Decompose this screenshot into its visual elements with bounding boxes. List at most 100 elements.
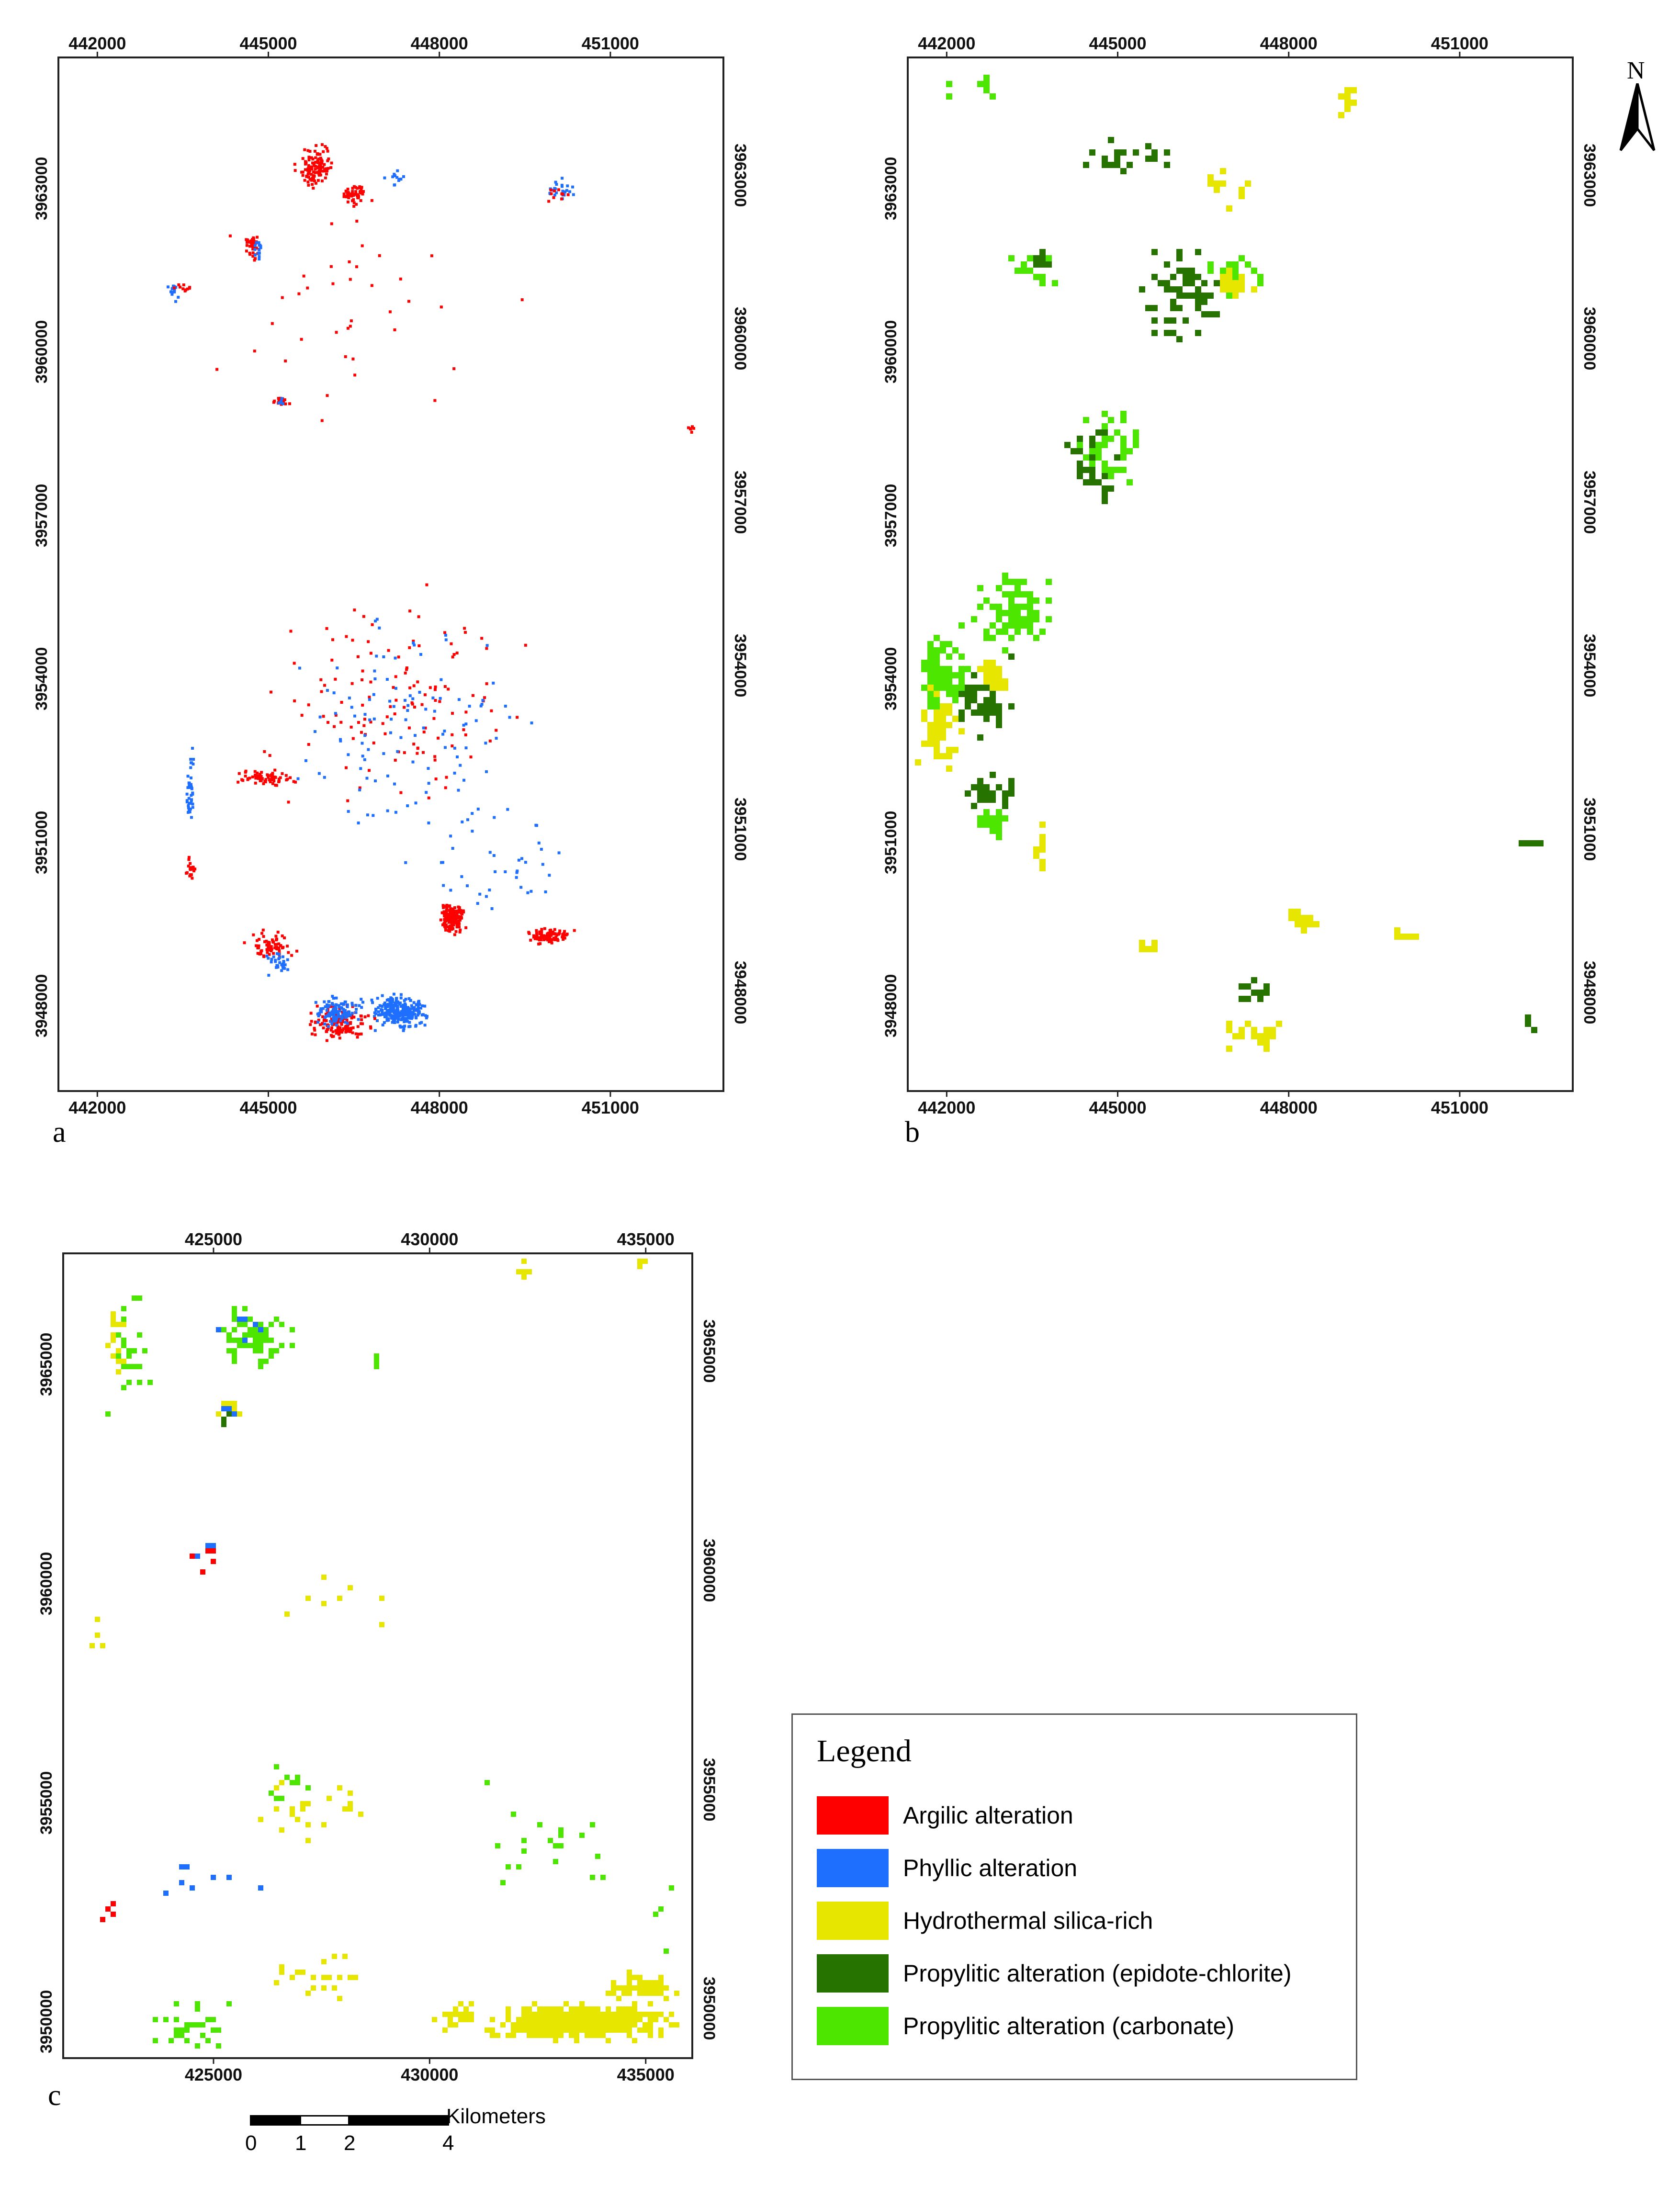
alteration-pixel	[535, 935, 538, 938]
alteration-pixel	[367, 640, 370, 643]
alteration-pixel	[548, 2006, 553, 2012]
alteration-pixel	[451, 923, 455, 926]
alteration-pixel	[316, 171, 319, 174]
alteration-pixel	[1039, 274, 1046, 280]
alteration-pixel	[347, 810, 350, 813]
alteration-pixel	[1021, 591, 1027, 597]
alteration-pixel	[632, 2001, 637, 2006]
alteration-pixel	[606, 2027, 611, 2033]
alteration-pixel	[1052, 280, 1058, 286]
alteration-pixel	[543, 927, 546, 930]
alteration-pixel	[323, 1018, 326, 1021]
alteration-pixel	[187, 856, 191, 859]
alteration-pixel	[1021, 622, 1027, 629]
alteration-pixel	[327, 1000, 331, 1003]
alteration-pixel	[211, 1875, 216, 1880]
alteration-pixel	[506, 2012, 511, 2017]
alteration-pixel	[542, 938, 546, 941]
alteration-pixel	[332, 1023, 335, 1026]
alteration-pixel	[367, 748, 370, 751]
alteration-pixel	[265, 948, 269, 951]
alteration-pixel	[538, 938, 541, 942]
alteration-pixel	[560, 197, 564, 201]
alteration-pixel	[358, 788, 361, 791]
alteration-pixel	[326, 1023, 329, 1026]
x-tick-label: 445000	[1089, 1098, 1147, 1117]
alteration-pixel	[1133, 442, 1139, 448]
alteration-pixel	[338, 1009, 341, 1013]
alteration-pixel	[1232, 293, 1239, 299]
alteration-pixel	[340, 1016, 344, 1020]
alteration-pixel	[1021, 579, 1027, 585]
alteration-pixel	[258, 1332, 263, 1338]
alteration-pixel	[464, 722, 468, 726]
alteration-pixel	[1351, 100, 1357, 106]
alteration-pixel	[401, 1015, 405, 1019]
alteration-pixel	[324, 145, 327, 148]
x-tick-label: 448000	[1260, 1098, 1318, 1117]
alteration-pixel	[1257, 274, 1263, 280]
alteration-pixel	[478, 892, 482, 896]
alteration-pixel	[319, 678, 323, 681]
alteration-pixel	[191, 746, 194, 750]
alteration-pixel	[1151, 249, 1158, 255]
alteration-pixel	[357, 1033, 361, 1036]
alteration-pixel	[383, 1021, 386, 1024]
alteration-pixel	[1015, 622, 1021, 629]
alteration-pixel	[338, 1026, 342, 1029]
alteration-pixel	[1214, 180, 1220, 187]
alteration-pixel	[1089, 448, 1095, 454]
alteration-pixel	[274, 1796, 279, 1801]
alteration-pixel	[547, 200, 551, 203]
alteration-pixel	[341, 1013, 345, 1016]
alteration-pixel	[425, 1014, 428, 1018]
alteration-pixel	[369, 652, 372, 655]
alteration-pixel	[983, 597, 990, 604]
alteration-pixel	[516, 1269, 521, 1274]
alteration-pixel	[1114, 429, 1120, 436]
alteration-pixel	[310, 1020, 313, 1023]
alteration-pixel	[373, 669, 376, 673]
alteration-pixel	[186, 775, 190, 778]
alteration-pixel	[516, 2017, 521, 2022]
alteration-pixel	[1002, 803, 1008, 809]
alteration-pixel	[1183, 280, 1189, 286]
alteration-pixel	[258, 952, 261, 956]
alteration-pixel	[360, 1022, 363, 1025]
north-arrow-icon	[1619, 83, 1656, 151]
alteration-pixel	[457, 909, 461, 912]
alteration-pixel	[1207, 268, 1214, 274]
alteration-pixel	[484, 742, 487, 745]
alteration-pixel	[308, 165, 311, 169]
alteration-pixel	[996, 716, 1002, 722]
y-tick-label: 3957000	[731, 470, 749, 534]
alteration-pixel	[448, 921, 451, 924]
alteration-pixel	[1170, 299, 1176, 305]
alteration-pixel	[303, 148, 306, 151]
alteration-pixel	[542, 2027, 548, 2033]
alteration-pixel	[363, 713, 367, 716]
alteration-pixel	[1046, 616, 1052, 622]
alteration-pixel	[653, 1912, 658, 1917]
alteration-pixel	[349, 325, 352, 328]
alteration-pixel	[996, 784, 1002, 790]
alteration-pixel	[632, 2022, 637, 2027]
alteration-pixel	[996, 828, 1002, 834]
alteration-pixel	[448, 909, 451, 912]
alteration-pixel	[361, 755, 364, 758]
alteration-pixel	[621, 2027, 627, 2033]
alteration-pixel	[546, 935, 549, 938]
alteration-pixel	[221, 1401, 226, 1406]
scale-tick-4: 4	[442, 2131, 454, 2155]
alteration-pixel	[302, 274, 305, 278]
alteration-pixel	[1263, 1046, 1270, 1052]
x-tick-label: 442000	[68, 34, 126, 53]
alteration-pixel	[393, 1019, 396, 1022]
alteration-pixel	[445, 910, 448, 913]
alteration-pixel	[558, 2027, 564, 2033]
alteration-pixel	[279, 944, 282, 947]
alteration-pixel	[471, 830, 474, 833]
alteration-pixel	[392, 686, 395, 689]
alteration-pixel	[274, 1806, 279, 1812]
